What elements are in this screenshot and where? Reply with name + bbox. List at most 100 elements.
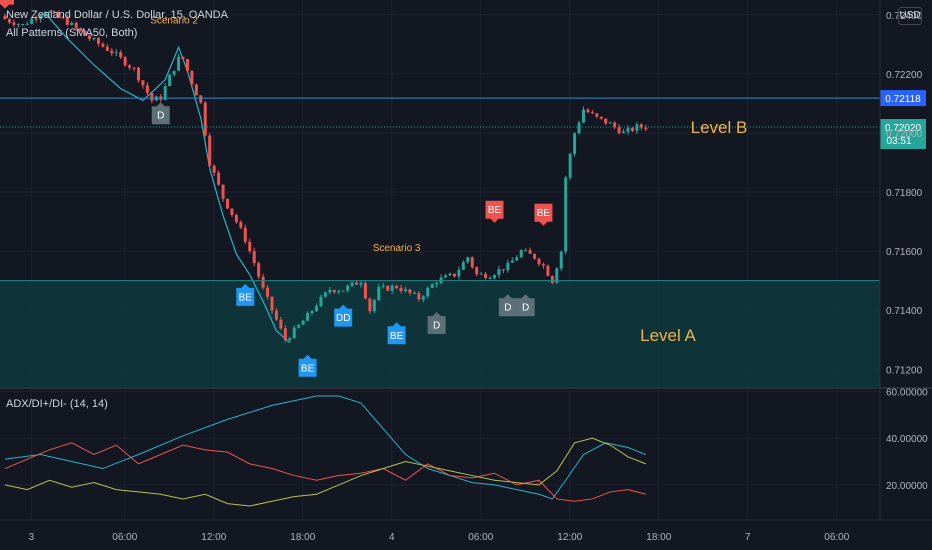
candle-body[interactable] — [185, 59, 189, 71]
candle-body[interactable] — [390, 285, 394, 291]
candle-body[interactable] — [212, 165, 216, 173]
candle-body[interactable] — [3, 15, 7, 20]
candle-body[interactable] — [252, 251, 256, 264]
candle-body[interactable] — [537, 258, 541, 265]
candle-body[interactable] — [119, 52, 123, 58]
candle-body[interactable] — [70, 22, 74, 25]
candle-body[interactable] — [595, 113, 599, 117]
candle-body[interactable] — [7, 19, 11, 23]
candle-body[interactable] — [617, 127, 621, 134]
time-axis[interactable]: 3 06:00 12:00 18:00 4 06:00 12:00 18:00 7 06:00 — [0, 519, 932, 543]
candle-body[interactable] — [274, 310, 278, 320]
doji-pattern-marker[interactable]: D — [516, 294, 535, 317]
candle-body[interactable] — [346, 285, 350, 291]
candle-body[interactable] — [181, 56, 185, 60]
candle-body[interactable] — [582, 109, 585, 123]
candle-body[interactable] — [395, 285, 399, 289]
candle-body[interactable] — [163, 86, 167, 100]
candle-body[interactable] — [83, 30, 87, 36]
candle-body[interactable] — [21, 24, 25, 26]
candle-body[interactable] — [386, 285, 390, 291]
candle-body[interactable] — [368, 298, 372, 312]
candle-body[interactable] — [266, 287, 270, 297]
candle-body[interactable] — [323, 292, 327, 297]
candle-body[interactable] — [43, 12, 47, 16]
candle-body[interactable] — [568, 153, 572, 178]
candle-body[interactable] — [639, 124, 643, 128]
candle-body[interactable] — [404, 289, 407, 292]
candle-body[interactable] — [56, 11, 60, 18]
candle-body[interactable] — [145, 85, 149, 93]
candle-body[interactable] — [355, 282, 359, 285]
candle-body[interactable] — [550, 275, 554, 283]
bearish-pattern-marker[interactable]: BE — [485, 200, 504, 223]
candle-body[interactable] — [226, 198, 229, 209]
pane-divider[interactable] — [0, 387, 932, 389]
candle-body[interactable] — [301, 320, 305, 325]
candle-body[interactable] — [221, 184, 225, 199]
candle-body[interactable] — [230, 208, 234, 215]
candle-body[interactable] — [586, 109, 590, 113]
candle-body[interactable] — [541, 264, 545, 266]
candle-body[interactable] — [74, 22, 78, 28]
candle-body[interactable] — [421, 296, 425, 300]
candle-body[interactable] — [141, 80, 145, 86]
candle-body[interactable] — [452, 273, 456, 277]
candle-body[interactable] — [123, 57, 127, 66]
candle-body[interactable] — [510, 260, 514, 263]
candle-body[interactable] — [203, 102, 207, 136]
candle-body[interactable] — [288, 338, 292, 341]
candle-body[interactable] — [417, 293, 421, 300]
candle-body[interactable] — [484, 273, 488, 278]
candle-body[interactable] — [519, 250, 523, 258]
candle-body[interactable] — [172, 70, 176, 75]
candle-body[interactable] — [426, 287, 430, 297]
doji-pattern-marker[interactable]: D — [151, 102, 170, 125]
symbol-title[interactable]: New Zealand Dollar / U.S. Dollar, 15, OA… — [6, 9, 228, 21]
bearish-pattern-marker[interactable]: BE — [534, 203, 553, 226]
candle-body[interactable] — [248, 241, 252, 252]
candle-body[interactable] — [430, 284, 434, 288]
candle-body[interactable] — [466, 257, 470, 263]
candle-body[interactable] — [613, 122, 617, 128]
candle-body[interactable] — [622, 131, 626, 134]
candle-body[interactable] — [261, 276, 265, 288]
doji-pattern-marker[interactable]: D — [498, 294, 517, 317]
adx-pane[interactable] — [4, 395, 646, 507]
candle-body[interactable] — [604, 118, 608, 124]
candle-body[interactable] — [501, 269, 505, 271]
candle-body[interactable] — [16, 24, 20, 26]
candle-body[interactable] — [132, 67, 136, 69]
candle-body[interactable] — [488, 277, 492, 279]
candle-body[interactable] — [559, 251, 563, 269]
candle-body[interactable] — [88, 35, 92, 39]
candle-body[interactable] — [528, 250, 532, 254]
candle-body[interactable] — [577, 122, 581, 134]
candle-body[interactable] — [515, 257, 519, 261]
candle-body[interactable] — [65, 18, 69, 25]
candle-body[interactable] — [137, 67, 140, 81]
candle-body[interactable] — [448, 273, 452, 276]
candle-body[interactable] — [292, 327, 296, 339]
candle-body[interactable] — [363, 283, 367, 299]
candle-body[interactable] — [101, 43, 105, 47]
candle-body[interactable] — [96, 38, 100, 44]
candle-body[interactable] — [506, 262, 510, 271]
candle-body[interactable] — [630, 127, 634, 131]
candle-body[interactable] — [168, 74, 172, 87]
bullish-pattern-marker[interactable]: BE — [236, 283, 255, 306]
pane-separator[interactable] — [0, 387, 932, 389]
candle-body[interactable] — [435, 282, 439, 285]
candle-body[interactable] — [328, 290, 332, 293]
candle-body[interactable] — [350, 282, 354, 286]
candle-body[interactable] — [524, 250, 528, 252]
candle-body[interactable] — [105, 46, 109, 51]
currency-button[interactable]: USD — [898, 7, 922, 25]
doji-pattern-marker[interactable]: D — [427, 311, 446, 334]
candle-body[interactable] — [626, 127, 630, 132]
candle-body[interactable] — [546, 265, 550, 276]
candle-body[interactable] — [30, 18, 34, 24]
candle-body[interactable] — [234, 214, 238, 222]
candle-body[interactable] — [444, 275, 448, 278]
candle-body[interactable] — [497, 269, 501, 276]
